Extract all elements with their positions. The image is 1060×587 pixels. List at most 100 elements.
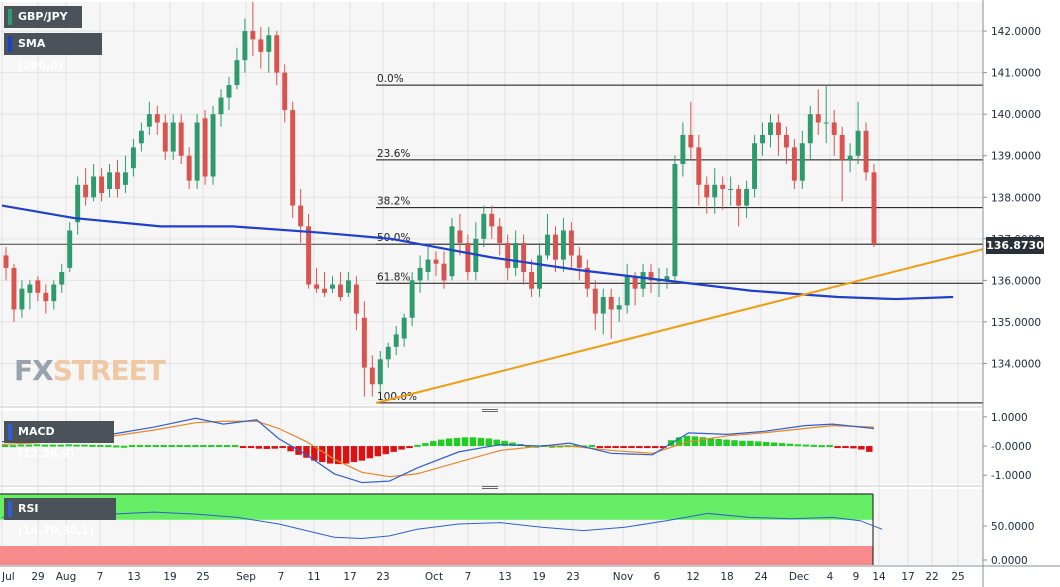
current-price-tag: 136.8730 xyxy=(986,237,1044,254)
macd-histogram-bar xyxy=(731,440,738,447)
macd-tick-label: -1.0000 xyxy=(991,470,1032,482)
candle-body xyxy=(401,317,407,339)
candle-body xyxy=(361,317,367,368)
macd-histogram-bar xyxy=(461,437,469,447)
macd-histogram-bar xyxy=(802,444,810,447)
x-tick-label: 6 xyxy=(654,571,661,583)
macd-histogram-bar xyxy=(778,443,786,447)
rsi-oversold-zone xyxy=(0,546,873,565)
macd-histogram-bar xyxy=(636,446,643,449)
candle-body xyxy=(218,97,224,115)
macd-histogram-bar xyxy=(168,445,175,448)
candle-body xyxy=(736,188,742,206)
macd-histogram-bar xyxy=(596,446,603,449)
sma-label[interactable]: SMA (200,0) xyxy=(4,33,102,72)
pane-resize-handle-rsi[interactable] xyxy=(482,485,498,491)
candle-body xyxy=(83,184,89,198)
price-tick-label: 142.0000 xyxy=(991,26,1041,38)
macd-panel xyxy=(1,417,875,484)
candle-body xyxy=(409,280,415,318)
candle-body xyxy=(274,35,280,73)
candle-body xyxy=(306,226,312,285)
x-tick-label: 19 xyxy=(532,571,545,583)
macd-histogram-bar xyxy=(715,439,722,447)
candle-body xyxy=(871,172,877,245)
candle-body xyxy=(656,280,662,282)
x-tick-label: 23 xyxy=(566,571,579,583)
macd-histogram-bar xyxy=(850,446,857,449)
candle-body xyxy=(290,110,296,206)
candle-body xyxy=(194,122,200,181)
pane-resize-handle-macd[interactable] xyxy=(482,408,498,414)
price-tick-label: 136.0000 xyxy=(991,275,1041,287)
price-tick-label: 134.0000 xyxy=(991,358,1041,370)
x-tick-label: 14 xyxy=(872,571,886,583)
candle-body xyxy=(258,39,264,52)
macd-histogram-bar xyxy=(604,446,611,449)
x-tick-label: Aug xyxy=(56,571,77,583)
x-tick-label: 25 xyxy=(196,571,209,583)
macd-histogram-bar xyxy=(786,443,794,447)
macd-histogram-bar xyxy=(588,445,596,448)
x-tick-label: 29 xyxy=(31,571,44,583)
macd-histogram-bar xyxy=(136,445,144,448)
macd-histogram-bar xyxy=(763,441,770,447)
candle-body xyxy=(744,188,750,206)
x-tick-label: 24 xyxy=(754,571,768,583)
trendline xyxy=(375,248,984,404)
symbol-label-text: GBP/JPY xyxy=(18,10,68,23)
candle-body xyxy=(640,272,646,289)
macd-histogram-bar xyxy=(477,437,485,447)
macd-label[interactable]: MACD (12,26,9) xyxy=(4,421,114,460)
macd-histogram-bar xyxy=(366,446,374,459)
candle-body xyxy=(138,130,144,144)
macd-histogram-bar xyxy=(25,444,33,447)
candle-body xyxy=(672,164,678,277)
macd-histogram-bar xyxy=(430,441,437,447)
rsi-label[interactable]: RSI (14,70,30,1) xyxy=(4,498,116,537)
candle-body xyxy=(632,276,638,289)
macd-histogram-bar xyxy=(239,446,247,449)
macd-histogram-bar xyxy=(794,444,802,447)
x-tick-label: 7 xyxy=(278,571,285,583)
candle-body xyxy=(314,284,320,289)
symbol-label[interactable]: GBP/JPY xyxy=(4,6,82,28)
macd-histogram-bar xyxy=(89,444,96,447)
candle-body xyxy=(624,276,630,306)
macd-histogram-bar xyxy=(390,446,397,452)
macd-signal-line xyxy=(1,420,875,478)
x-tick-label: 13 xyxy=(127,571,140,583)
candle-body xyxy=(712,184,718,198)
candle-body xyxy=(178,122,184,156)
sma-label-text: SMA (200,0) xyxy=(18,37,63,72)
macd-histogram-bar xyxy=(128,445,136,448)
macd-histogram-bar xyxy=(818,445,825,448)
macd-line xyxy=(1,417,875,484)
macd-pane-bg xyxy=(0,411,983,484)
macd-histogram-bar xyxy=(152,445,160,448)
candle-body xyxy=(337,284,343,297)
macd-histogram-bar xyxy=(350,446,358,463)
macd-histogram-bar xyxy=(208,445,215,448)
macd-histogram-bar xyxy=(739,440,746,447)
candle-body xyxy=(226,85,232,98)
macd-histogram-bar xyxy=(73,444,80,447)
macd-histogram-bar xyxy=(501,440,508,447)
macd-histogram-bar xyxy=(770,442,778,447)
x-tick-label: 23 xyxy=(376,571,389,583)
fib-level-label: 61.8% xyxy=(377,271,410,283)
rsi-overbought-zone xyxy=(0,494,873,520)
macd-histogram-bar xyxy=(97,444,104,447)
macd-histogram-bar xyxy=(620,446,627,449)
candle-body xyxy=(648,272,654,281)
candle-body xyxy=(99,176,105,194)
candle-body xyxy=(465,242,471,273)
x-tick-label: 17 xyxy=(343,571,356,583)
macd-histogram-bar xyxy=(485,438,492,447)
candle-body xyxy=(322,288,328,293)
candle-body xyxy=(752,143,758,189)
candle-body xyxy=(863,130,869,173)
macd-histogram-bar xyxy=(263,446,271,449)
candle-body xyxy=(497,226,503,243)
candle-body xyxy=(831,122,837,135)
